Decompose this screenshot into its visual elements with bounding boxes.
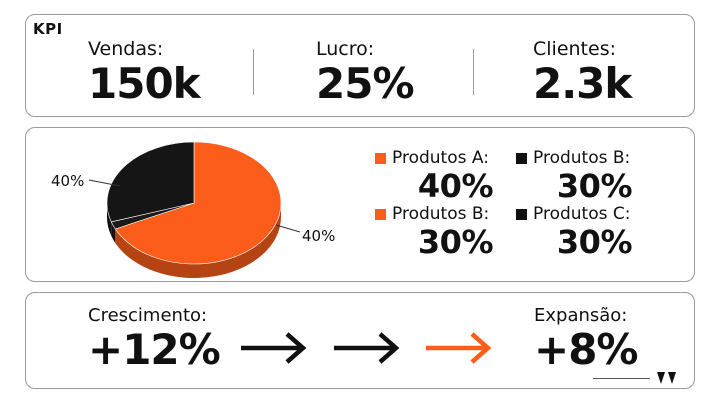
divider xyxy=(253,49,254,95)
growth-metric: Crescimento: +12% xyxy=(88,305,221,374)
legend-label: Produtos B: xyxy=(392,204,490,224)
divider xyxy=(473,49,474,95)
arrow-right-icon xyxy=(334,332,400,364)
growth-card: Crescimento: +12% Expansão: +8% xyxy=(25,292,695,389)
pie-slice xyxy=(114,141,282,265)
metric-label: Clientes: xyxy=(533,38,616,60)
legend-value: 30% xyxy=(417,223,494,261)
metric-sales: Vendas: 150k xyxy=(88,37,201,108)
growth-metric: Expansão: +8% xyxy=(534,305,638,373)
legend-swatch xyxy=(516,208,527,220)
legend-item: Produtos C: 30% xyxy=(516,204,633,261)
pie-slice xyxy=(106,141,195,223)
legend-item: Produtos B: 30% xyxy=(516,148,633,205)
kpi-card: KPI Vendas: 150k Lucro: 25% Clientes: 2.… xyxy=(25,14,695,117)
legend-swatch xyxy=(516,152,527,164)
legend-item: Produtos A: 40% xyxy=(375,148,494,205)
arrow-right-icon xyxy=(426,332,492,364)
pie-annotation: 40% xyxy=(51,172,84,190)
growth-value: +12% xyxy=(88,325,221,374)
chevrons-icon xyxy=(657,372,676,384)
metric-value: 150k xyxy=(88,59,201,108)
legend-item: Produtos B: 30% xyxy=(375,204,494,261)
metric-value: 25% xyxy=(316,59,415,108)
legend-value: 30% xyxy=(556,223,633,261)
legend-swatch xyxy=(375,208,386,220)
growth-value: +8% xyxy=(534,325,638,374)
legend-label: Produtos B: xyxy=(533,148,631,168)
arrow-right-icon xyxy=(241,332,307,364)
metric-profit: Lucro: 25% xyxy=(316,37,415,108)
growth-label: Expansão: xyxy=(534,305,628,326)
legend-swatch xyxy=(375,152,386,164)
kpi-title: KPI xyxy=(33,20,63,38)
pie-annotation: 40% xyxy=(302,227,335,245)
leader-line xyxy=(88,179,121,187)
footer-rule xyxy=(593,378,650,379)
metric-label: Vendas: xyxy=(88,38,164,60)
pie-slice-side xyxy=(107,203,112,236)
pie-slice-side xyxy=(111,221,116,243)
legend-value: 40% xyxy=(417,167,494,205)
metric-clients: Clientes: 2.3k xyxy=(533,37,632,108)
legend-label: Produtos C: xyxy=(533,204,631,224)
leader-line xyxy=(275,224,301,233)
pie-slice-side xyxy=(115,203,281,278)
pie-chart: 40% 40% xyxy=(51,141,335,278)
growth-label: Crescimento: xyxy=(88,305,208,326)
chart-card: 40% 40% Produtos A: 40% Produtos B: 30% … xyxy=(25,127,695,282)
legend-label: Produtos A: xyxy=(392,148,489,168)
metric-value: 2.3k xyxy=(533,59,632,108)
legend-value: 30% xyxy=(556,167,633,205)
metric-label: Lucro: xyxy=(316,38,375,60)
